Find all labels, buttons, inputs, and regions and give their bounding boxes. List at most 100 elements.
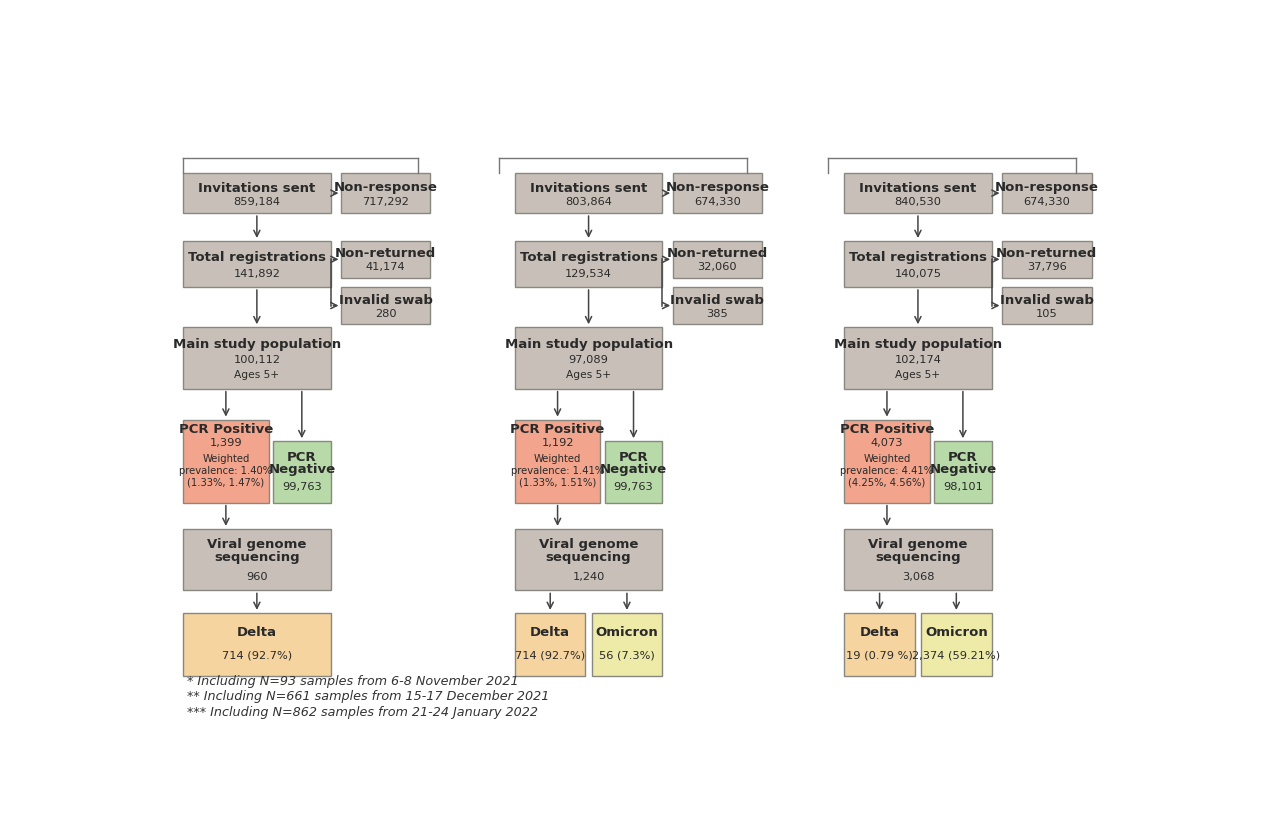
Text: Negative: Negative xyxy=(600,463,667,476)
Text: 960: 960 xyxy=(246,572,268,582)
Text: *** Including N=862 samples from 21-24 January 2022: *** Including N=862 samples from 21-24 J… xyxy=(187,706,538,719)
Text: PCR Positive: PCR Positive xyxy=(511,423,604,436)
Bar xyxy=(515,529,662,591)
Text: Ages 5+: Ages 5+ xyxy=(234,370,279,380)
Text: 280: 280 xyxy=(375,309,397,319)
Bar xyxy=(673,241,762,278)
Bar xyxy=(342,241,430,278)
Bar xyxy=(591,613,662,676)
Text: Invitations sent: Invitations sent xyxy=(198,182,315,195)
Text: Total registrations: Total registrations xyxy=(188,251,326,263)
Text: 385: 385 xyxy=(707,309,728,319)
Text: Invitations sent: Invitations sent xyxy=(530,182,648,195)
Text: 129,534: 129,534 xyxy=(566,269,612,279)
Text: 714 (92.7%): 714 (92.7%) xyxy=(515,651,585,661)
Text: * Including N=93 samples from 6-8 November 2021: * Including N=93 samples from 6-8 Novemb… xyxy=(187,675,518,688)
Bar xyxy=(673,287,762,324)
Bar xyxy=(183,173,330,213)
Text: 41,174: 41,174 xyxy=(366,262,406,272)
Text: Omicron: Omicron xyxy=(925,626,988,640)
Bar xyxy=(183,327,330,389)
Text: Invalid swab: Invalid swab xyxy=(1000,293,1093,307)
Bar xyxy=(342,287,430,324)
Text: 99,763: 99,763 xyxy=(282,482,321,492)
Text: 4,073: 4,073 xyxy=(870,438,904,448)
Bar xyxy=(673,173,762,213)
Text: Non-response: Non-response xyxy=(666,181,769,193)
Text: 32,060: 32,060 xyxy=(698,262,737,272)
Text: 859,184: 859,184 xyxy=(233,197,280,207)
Text: PCR: PCR xyxy=(948,451,978,464)
Text: Omicron: Omicron xyxy=(595,626,658,640)
Bar xyxy=(515,613,585,676)
Text: 100,112: 100,112 xyxy=(233,356,280,366)
Bar xyxy=(922,613,992,676)
Bar xyxy=(183,241,330,287)
Text: Negative: Negative xyxy=(269,463,335,476)
Text: Weighted
prevalence: 4.41%
(4.25%, 4.56%): Weighted prevalence: 4.41% (4.25%, 4.56%… xyxy=(841,455,933,487)
Text: Non-returned: Non-returned xyxy=(335,247,436,260)
Text: 105: 105 xyxy=(1036,309,1057,319)
Text: 37,796: 37,796 xyxy=(1027,262,1066,272)
Text: 717,292: 717,292 xyxy=(362,197,410,207)
Bar xyxy=(845,241,992,287)
Text: PCR: PCR xyxy=(287,451,316,464)
Text: 674,330: 674,330 xyxy=(694,197,741,207)
Text: Viral genome: Viral genome xyxy=(539,538,639,551)
Bar xyxy=(845,327,992,389)
Bar xyxy=(845,173,992,213)
Text: Ages 5+: Ages 5+ xyxy=(896,370,941,380)
Text: 2,374 (59.21%): 2,374 (59.21%) xyxy=(913,651,1001,661)
Bar xyxy=(845,613,915,676)
Text: 1,192: 1,192 xyxy=(541,438,573,448)
Bar xyxy=(342,173,430,213)
Text: 97,089: 97,089 xyxy=(568,356,608,366)
Text: Total registrations: Total registrations xyxy=(849,251,987,263)
Text: 141,892: 141,892 xyxy=(233,269,280,279)
Bar xyxy=(515,173,662,213)
Text: Delta: Delta xyxy=(530,626,570,640)
Text: 140,075: 140,075 xyxy=(895,269,942,279)
Bar xyxy=(1002,173,1092,213)
Bar xyxy=(605,441,662,502)
Text: Invitations sent: Invitations sent xyxy=(859,182,977,195)
Text: 714 (92.7%): 714 (92.7%) xyxy=(221,651,292,661)
Text: 102,174: 102,174 xyxy=(895,356,941,366)
Text: PCR Positive: PCR Positive xyxy=(840,423,934,436)
Text: PCR Positive: PCR Positive xyxy=(179,423,273,436)
Text: Non-returned: Non-returned xyxy=(996,247,1097,260)
Text: 674,330: 674,330 xyxy=(1023,197,1070,207)
Bar xyxy=(515,420,600,502)
Text: 1,399: 1,399 xyxy=(210,438,242,448)
Bar xyxy=(515,241,662,287)
Text: 803,864: 803,864 xyxy=(566,197,612,207)
Text: Non-returned: Non-returned xyxy=(667,247,768,260)
Text: Weighted
prevalence: 1.41%
(1.33%, 1.51%): Weighted prevalence: 1.41% (1.33%, 1.51%… xyxy=(511,455,604,487)
Bar xyxy=(515,327,662,389)
Bar xyxy=(1002,241,1092,278)
Bar xyxy=(183,420,269,502)
Text: Main study population: Main study population xyxy=(833,338,1002,351)
Text: Total registrations: Total registrations xyxy=(520,251,658,263)
Text: 840,530: 840,530 xyxy=(895,197,942,207)
Text: 99,763: 99,763 xyxy=(613,482,653,492)
Text: Non-response: Non-response xyxy=(995,181,1098,193)
Text: Ages 5+: Ages 5+ xyxy=(566,370,611,380)
Text: sequencing: sequencing xyxy=(876,551,961,564)
Text: Negative: Negative xyxy=(929,463,996,476)
Text: Invalid swab: Invalid swab xyxy=(339,293,433,307)
Text: Weighted
prevalence: 1.40%
(1.33%, 1.47%): Weighted prevalence: 1.40% (1.33%, 1.47%… xyxy=(179,455,273,487)
Text: Main study population: Main study population xyxy=(504,338,672,351)
Text: Delta: Delta xyxy=(237,626,276,640)
Text: 56 (7.3%): 56 (7.3%) xyxy=(599,651,655,661)
Text: Invalid swab: Invalid swab xyxy=(671,293,764,307)
Text: 3,068: 3,068 xyxy=(901,572,934,582)
Text: sequencing: sequencing xyxy=(214,551,300,564)
Bar xyxy=(934,441,992,502)
Text: 98,101: 98,101 xyxy=(943,482,983,492)
Text: PCR: PCR xyxy=(618,451,649,464)
Bar xyxy=(273,441,330,502)
Text: Delta: Delta xyxy=(860,626,900,640)
Bar xyxy=(845,420,929,502)
Text: Viral genome: Viral genome xyxy=(207,538,307,551)
